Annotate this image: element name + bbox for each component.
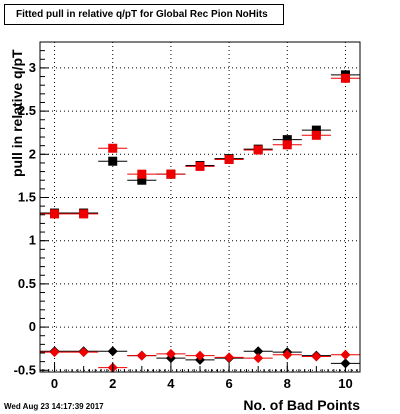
timestamp: Wed Aug 23 14:17:39 2017: [4, 402, 104, 411]
grid-lines: [40, 42, 360, 372]
y-tick-label: 2: [29, 146, 36, 161]
square-marker: [79, 209, 89, 219]
square-marker: [108, 143, 118, 153]
x-tick-label: 10: [338, 376, 352, 391]
diamond-marker: [107, 346, 118, 357]
square-marker: [195, 161, 205, 171]
x-tick-label: 2: [109, 376, 116, 391]
square-marker: [108, 156, 118, 166]
y-tick-label: 1.5: [18, 189, 36, 204]
y-axis-label: pull in relative q/pT: [9, 49, 25, 177]
x-tick-label: 8: [284, 376, 291, 391]
diamond-marker: [78, 347, 89, 358]
diamond-marker: [340, 349, 351, 360]
error-bars: [40, 74, 360, 369]
square-marker: [137, 175, 147, 185]
diamond-marker: [253, 353, 264, 364]
x-tick-label: 6: [225, 376, 232, 391]
diamond-marker: [253, 346, 264, 357]
diamond-marker: [195, 350, 205, 361]
square-marker: [253, 145, 263, 155]
y-tick-label: 3: [29, 60, 36, 75]
square-marker: [50, 209, 60, 219]
diamond-marker: [136, 350, 147, 361]
plot-frame: [39, 41, 361, 373]
square-marker: [137, 169, 147, 179]
square-marker: [282, 135, 292, 145]
y-tick-label: -0.5: [14, 362, 36, 377]
x-tick-label: 0: [51, 376, 58, 391]
diamond-marker: [311, 351, 322, 362]
x-axis-label: No. of Bad Points: [243, 397, 360, 413]
square-marker: [166, 169, 176, 179]
diamond-marker: [49, 347, 60, 358]
chart-title-box: Fitted pull in relative q/pT for Global …: [4, 4, 284, 25]
data-markers: [49, 70, 351, 373]
diamond-marker: [282, 349, 293, 360]
axes-ticks: 0 2 4 6 8 10 -0.5 0 0.5 1 1.5 2 2.5 3: [14, 41, 358, 391]
y-tick-label: 1: [29, 233, 36, 248]
y-tick-label: 2.5: [18, 103, 36, 118]
diamond-marker: [224, 352, 235, 363]
diamond-marker: [165, 348, 176, 359]
square-marker: [340, 73, 350, 83]
square-marker: [311, 130, 321, 140]
square-marker: [311, 125, 321, 135]
square-marker: [282, 140, 292, 150]
y-tick-label: 0: [29, 319, 36, 334]
square-marker: [224, 154, 234, 164]
y-tick-label: 0.5: [18, 276, 36, 291]
chart-title: Fitted pull in relative q/pT for Global …: [16, 9, 268, 20]
x-tick-label: 4: [167, 376, 175, 391]
